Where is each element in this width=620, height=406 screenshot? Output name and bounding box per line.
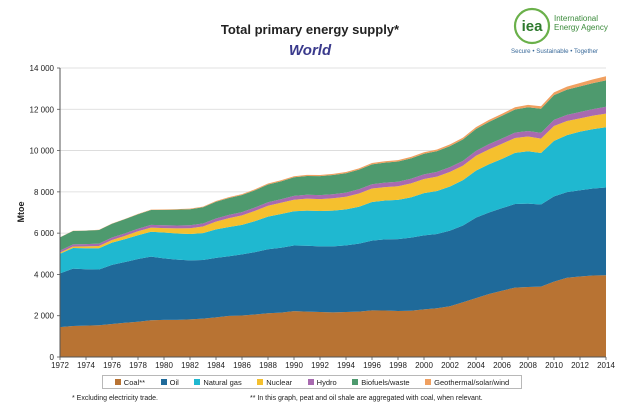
x-tick-1972: 1972 [51, 361, 69, 370]
x-tick-1990: 1990 [285, 361, 303, 370]
legend-swatch-hydro [307, 379, 314, 385]
x-tick-2000: 2000 [415, 361, 433, 370]
y-tick-0: 0 [50, 353, 55, 362]
axes [57, 67, 607, 360]
x-tick-1976: 1976 [103, 361, 121, 370]
x-tick-1974: 1974 [77, 361, 95, 370]
x-tick-1984: 1984 [207, 361, 225, 370]
legend-swatch-oil [160, 379, 167, 385]
area-oil [60, 187, 606, 328]
footnote-electricity: * Excluding electricity trade. [72, 395, 158, 402]
iea-name-line1: International [554, 14, 598, 23]
x-tick-2014: 2014 [597, 361, 615, 370]
legend-item-coal: Coal** [114, 377, 146, 387]
y-tick-10000: 10 000 [30, 147, 55, 156]
area-series [60, 76, 606, 357]
footnote-peat: ** In this graph, peat and oil shale are… [250, 395, 483, 402]
area-hydro [60, 106, 606, 253]
legend-item-other: Geothermal/solar/wind [425, 378, 509, 387]
area-coal [60, 275, 606, 357]
x-tick-1992: 1992 [311, 361, 329, 370]
x-tick-2012: 2012 [571, 361, 589, 370]
chart-title: Total primary energy supply* [220, 22, 400, 37]
legend-label-oil: Oil [169, 377, 179, 387]
legend-label-biofuels: Biofuels/waste [361, 377, 410, 387]
y-tick-14000: 14 000 [30, 64, 55, 73]
x-tick-1998: 1998 [389, 361, 407, 370]
legend-swatch-biofuels [352, 379, 359, 385]
y-tick-6000: 6 000 [34, 229, 55, 238]
x-tick-1988: 1988 [259, 361, 277, 370]
legend-label-coal: Coal** [123, 377, 146, 387]
legend-item-oil: Oil [160, 377, 179, 387]
legend-swatch-other [425, 379, 432, 385]
chart-subtitle: World [288, 42, 332, 59]
legend-swatch-gas [194, 379, 201, 385]
iea-name-line2: Energy Agency [554, 23, 608, 32]
x-tick-2004: 2004 [467, 361, 485, 370]
y-tick-2000: 2 000 [34, 312, 55, 321]
y-axis-label: Mtoe [16, 202, 26, 223]
y-tick-12000: 12 000 [30, 105, 55, 114]
legend-label-other: Geothermal/solar/wind [434, 377, 510, 387]
legend-label-gas: Natural gas [203, 377, 242, 387]
legend-swatch-coal [114, 379, 121, 385]
legend-item-nuclear: Nuclear [257, 378, 292, 387]
y-tick-labels: 0 2 000 4 000 6 000 8 000 10 000 12 000 14 000 [30, 64, 55, 362]
legend-item-hydro: Hydro [307, 377, 337, 387]
iea-tagline: Secure • Sustainable • Together [511, 48, 598, 55]
x-tick-2006: 2006 [493, 361, 511, 370]
legend-label-nuclear: Nuclear [266, 377, 293, 387]
area-nuclear [60, 113, 606, 254]
iea-logo-mark: iea [522, 18, 544, 35]
x-tick-1986: 1986 [233, 361, 251, 370]
iea-logo: iea International Energy Agency Secure •… [511, 7, 608, 55]
y-tick-4000: 4 000 [34, 270, 55, 279]
legend-item-gas: Natural gas [194, 377, 242, 387]
y-tick-8000: 8 000 [34, 188, 55, 197]
area-biofuels [60, 80, 606, 251]
x-tick-labels: 1972 1974 1976 1978 1980 1982 1984 1986 1988 1990… [51, 361, 615, 370]
x-tick-1994: 1994 [337, 361, 355, 370]
legend-item-biofuels: Biofuels/waste [352, 377, 410, 387]
x-tick-1996: 1996 [363, 361, 381, 370]
x-tick-2010: 2010 [545, 361, 563, 370]
x-tick-1982: 1982 [181, 361, 199, 370]
legend: Coal** Oil Natural gas Nuclear Hydro Biofuels… [102, 375, 522, 389]
iea-logo-icon [513, 7, 551, 45]
x-tick-2008: 2008 [519, 361, 537, 370]
area-gas [60, 127, 606, 274]
x-tick-2002: 2002 [441, 361, 459, 370]
x-tick-1980: 1980 [155, 361, 173, 370]
x-tick-1978: 1978 [129, 361, 147, 370]
legend-swatch-nuclear [257, 379, 264, 385]
legend-label-hydro: Hydro [316, 377, 337, 387]
